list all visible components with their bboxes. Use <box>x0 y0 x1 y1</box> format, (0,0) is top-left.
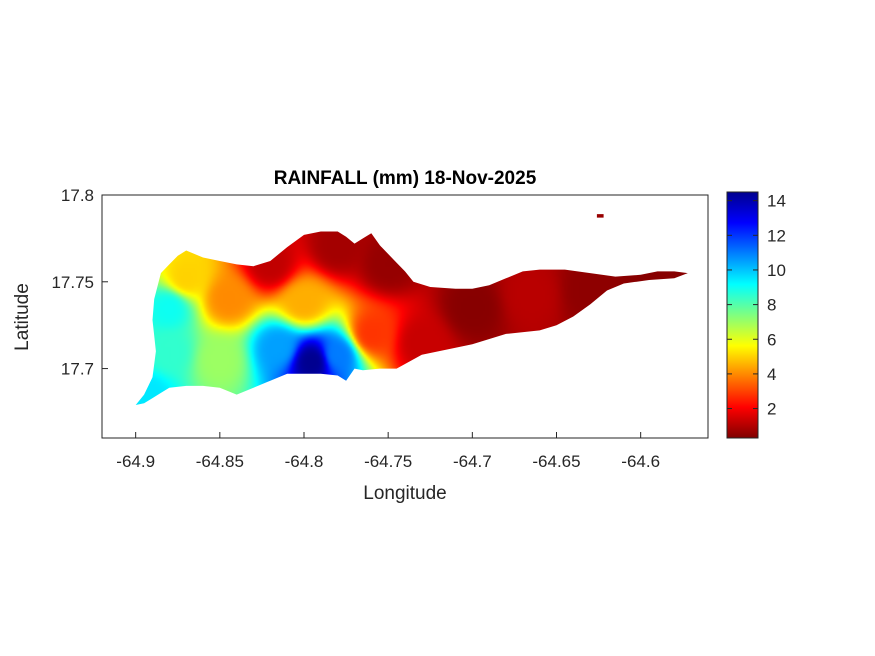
rainfall-heatmap <box>135 214 688 405</box>
x-tick-label: -64.7 <box>453 452 492 471</box>
plot-frame <box>101 194 709 439</box>
plot-area <box>101 194 709 439</box>
colorbar-tick-label: 8 <box>767 296 776 315</box>
x-tick-label: -64.9 <box>116 452 155 471</box>
colorbar-tick-label: 6 <box>767 330 776 349</box>
y-axis-label: Latitude <box>12 283 33 351</box>
colorbar-tick-label: 14 <box>767 192 786 211</box>
x-axis-label: Longitude <box>363 483 446 504</box>
x-tick-label: -64.8 <box>285 452 324 471</box>
colorbar: 2 4 6 8 10 12 14 <box>726 191 786 439</box>
y-tick-label: 17.8 <box>61 186 94 205</box>
colorbar-tick-label: 2 <box>767 400 776 419</box>
colorbar-gradient <box>726 191 759 439</box>
colorbar-ticks: 2 4 6 8 10 12 14 <box>727 192 786 419</box>
y-tick-label: 17.75 <box>51 273 94 292</box>
y-axis: 17.7 17.75 17.8 <box>51 186 108 379</box>
x-tick-label: -64.65 <box>532 452 580 471</box>
x-axis: -64.9 -64.85 -64.8 -64.75 -64.7 -64.65 -64.6 <box>116 432 660 471</box>
y-tick-label: 17.7 <box>61 360 94 379</box>
x-tick-label: -64.75 <box>364 452 412 471</box>
x-tick-label: -64.6 <box>621 452 660 471</box>
colorbar-tick-label: 10 <box>767 261 786 280</box>
x-tick-label: -64.85 <box>196 452 244 471</box>
chart-title: RAINFALL (mm) 18-Nov-2025 <box>274 168 537 189</box>
colorbar-tick-label: 12 <box>767 226 786 245</box>
colorbar-tick-label: 4 <box>767 365 776 384</box>
